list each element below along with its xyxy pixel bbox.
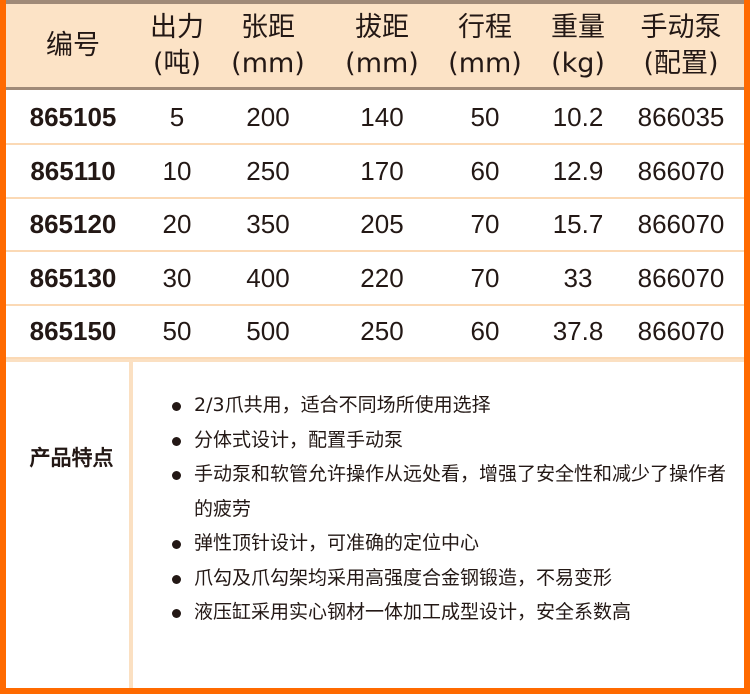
top-rule — [6, 0, 744, 4]
header-label: 行程 — [457, 12, 512, 43]
header-force: 出力 (吨) — [150, 10, 204, 82]
feature-item: 分体式设计，配置手动泵 — [166, 423, 726, 458]
cell-pump: 866070 — [637, 316, 725, 347]
cell-model-number: 865150 — [29, 316, 117, 347]
cell-pump: 866035 — [637, 102, 725, 132]
feature-text: 弹性顶针设计，可准确的定位中心 — [194, 532, 480, 554]
bullet-icon — [172, 471, 181, 480]
bullet-icon — [172, 436, 181, 446]
bullet-icon — [172, 574, 181, 584]
cell-stroke: 70 — [470, 209, 500, 240]
cell-model-number: 865130 — [29, 262, 117, 293]
feature-text: 爪勾及爪勾架均采用高强度合金钢锻造，不易变形 — [194, 566, 613, 589]
cell-pump: 866070 — [637, 262, 725, 293]
header-label: 出力 — [150, 12, 204, 43]
table-row: 865105 5 200 140 50 10.2 866035 — [6, 91, 744, 145]
feature-text: 手动泵和软管允许操作从远处看，增强了安全性和减少了操作者的疲劳 — [194, 463, 727, 520]
cell-reach: 220 — [360, 262, 404, 293]
cell-weight: 15.7 — [552, 209, 604, 240]
table-header: 编号 出力 (吨) 张距 (mm) 拔距 (mm) 行程 (mm) 重量 (kg) 手动泵… — [6, 4, 744, 90]
cell-reach: 250 — [360, 316, 404, 347]
header-unit: (mm) — [448, 48, 522, 79]
header-id: 编号 — [46, 28, 100, 64]
feature-item: 爪勾及爪勾架均采用高强度合金钢锻造，不易变形 — [166, 561, 726, 596]
cell-stroke: 50 — [470, 102, 500, 132]
cell-force: 20 — [162, 209, 192, 240]
cell-force: 50 — [162, 316, 192, 347]
cell-span: 500 — [246, 316, 290, 347]
header-unit: (kg) — [551, 48, 605, 79]
feature-item: 液压缸采用实心钢材一体加工成型设计，安全系数高 — [166, 595, 726, 630]
cell-force: 10 — [162, 155, 192, 186]
cell-model-number: 865105 — [29, 102, 117, 132]
cell-weight: 10.2 — [552, 102, 604, 132]
header-unit: (配置) — [643, 48, 719, 79]
header-stroke: 行程 (mm) — [448, 10, 522, 82]
header-label: 手动泵 — [640, 12, 722, 43]
header-span: 张距 (mm) — [231, 10, 305, 82]
cell-stroke: 70 — [470, 262, 500, 293]
cell-model-number: 865110 — [30, 155, 116, 186]
cell-weight: 33 — [563, 262, 593, 293]
feature-item: 2/3爪共用，适合不同场所使用选择 — [166, 388, 726, 423]
features-section: 产品特点 2/3爪共用，适合不同场所使用选择 分体式设计，配置手动泵 手动泵和软… — [6, 359, 744, 688]
header-label: 拔距 — [354, 12, 409, 43]
header-pump: 手动泵 (配置) — [641, 10, 722, 82]
header-label: 编号 — [46, 30, 100, 61]
features-title: 产品特点 — [29, 446, 114, 470]
table-row: 865120 20 350 205 70 15.7 866070 — [6, 198, 744, 253]
table-row: 865110 10 250 170 60 12.9 866070 — [6, 145, 744, 199]
divider — [129, 362, 133, 688]
cell-weight: 37.8 — [552, 316, 604, 347]
table-row: 865150 50 500 250 60 37.8 866070 — [6, 305, 744, 360]
bullet-icon — [172, 540, 181, 549]
header-weight: 重量 (kg) — [551, 10, 605, 82]
table-row: 865130 30 400 220 70 33 866070 — [6, 252, 744, 306]
bullet-icon — [172, 402, 181, 411]
cell-force: 5 — [169, 102, 185, 132]
cell-pump: 866070 — [637, 209, 725, 240]
feature-item: 弹性顶针设计，可准确的定位中心 — [166, 526, 726, 561]
header-unit: (mm) — [231, 48, 305, 79]
feature-text: 分体式设计，配置手动泵 — [194, 428, 404, 451]
cell-span: 400 — [246, 262, 290, 293]
header-reach: 拔距 (mm) — [345, 10, 419, 82]
cell-reach: 140 — [360, 102, 404, 132]
cell-stroke: 60 — [470, 316, 500, 347]
cell-pump: 866070 — [637, 155, 725, 186]
header-label: 重量 — [551, 12, 605, 43]
cell-span: 250 — [246, 155, 290, 186]
cell-span: 350 — [246, 209, 290, 240]
bullet-icon — [172, 609, 181, 618]
header-unit: (mm) — [345, 48, 419, 79]
header-label: 张距 — [240, 12, 295, 43]
cell-force: 30 — [162, 262, 192, 293]
cell-model-number: 865120 — [29, 209, 117, 240]
cell-reach: 205 — [360, 209, 404, 240]
cell-stroke: 60 — [470, 155, 500, 186]
feature-text: 2/3爪共用，适合不同场所使用选择 — [194, 394, 491, 416]
header-unit: (吨) — [152, 48, 202, 79]
feature-text: 液压缸采用实心钢材一体加工成型设计，安全系数高 — [194, 601, 632, 623]
cell-reach: 170 — [360, 155, 404, 186]
cell-span: 200 — [246, 102, 290, 132]
features-list: 2/3爪共用，适合不同场所使用选择 分体式设计，配置手动泵 手动泵和软管允许操作… — [166, 388, 726, 630]
cell-weight: 12.9 — [552, 155, 604, 186]
feature-item: 手动泵和软管允许操作从远处看，增强了安全性和减少了操作者的疲劳 — [166, 457, 726, 526]
